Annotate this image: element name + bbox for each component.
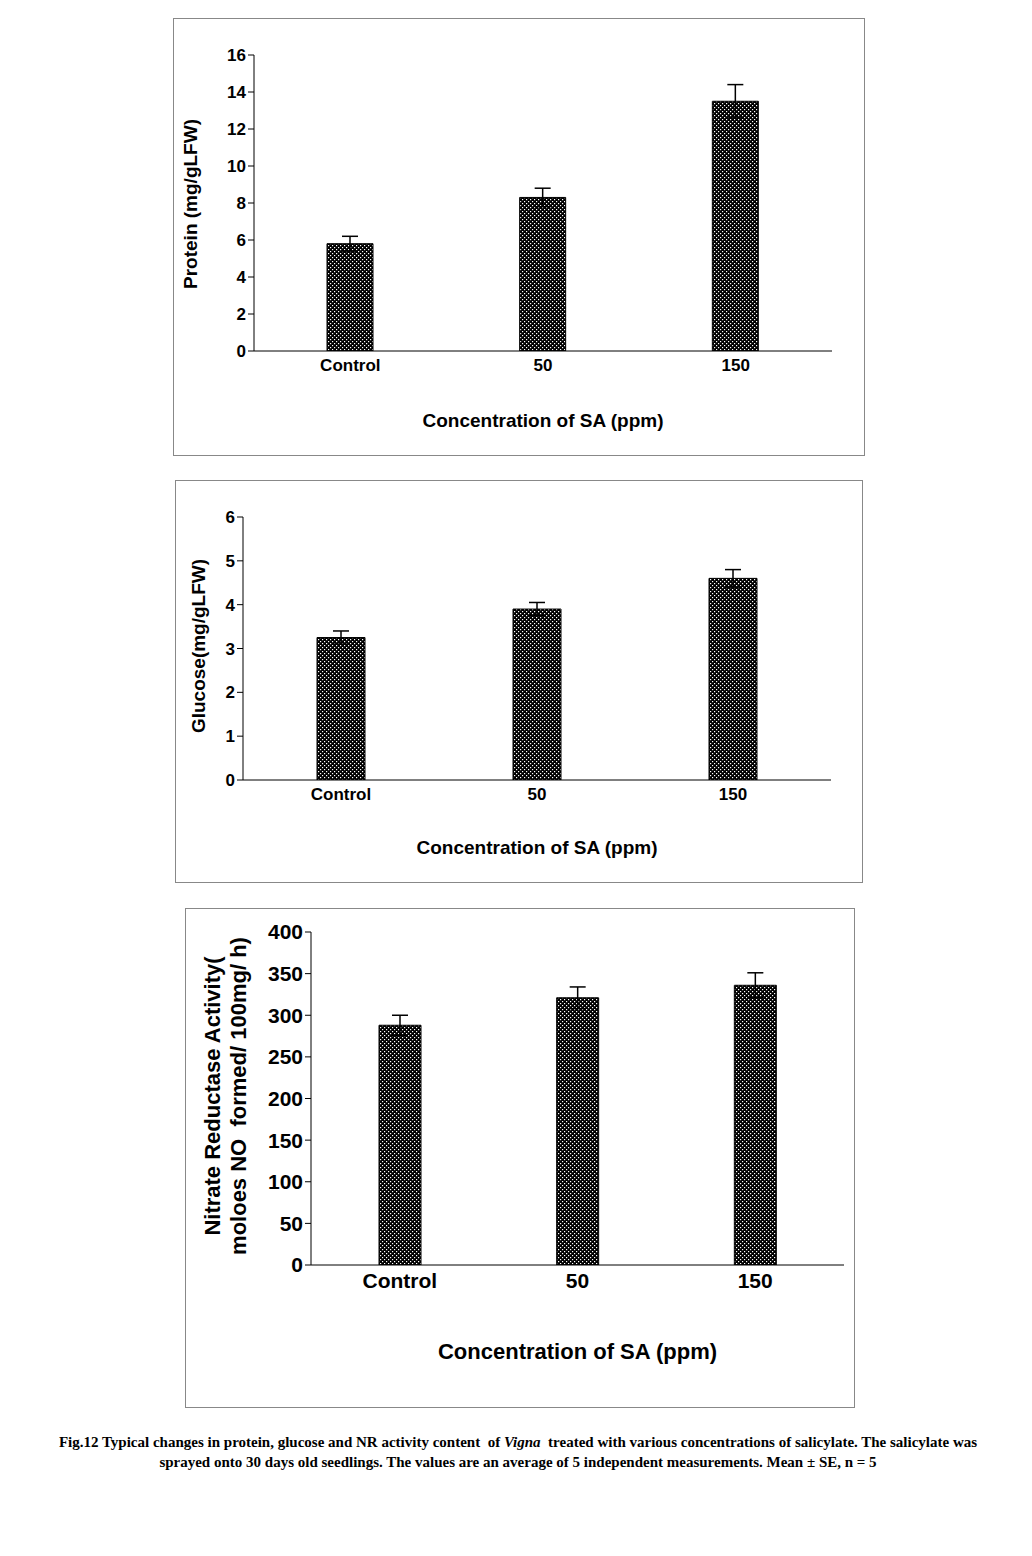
svg-text:Control: Control [320, 356, 380, 375]
html-text:moloes NO formed/ 100mg/ h): moloes NO formed/ 100mg/ h) [226, 937, 251, 1255]
svg-text:150: 150 [268, 1129, 303, 1152]
svg-text:4: 4 [237, 268, 247, 287]
svg-text:50: 50 [528, 785, 547, 804]
html-text:Protein (mg/gLFW): Protein (mg/gLFW) [179, 119, 201, 289]
svg-text:6: 6 [237, 231, 246, 250]
html-text:Glucose(mg/gLFW): Glucose(mg/gLFW) [187, 558, 209, 734]
svg-text:Control: Control [311, 785, 371, 804]
svg-text:5: 5 [226, 552, 235, 571]
svg-text:50: 50 [534, 356, 553, 375]
svg-text:Concentration of SA (ppm): Concentration of SA (ppm) [438, 1339, 717, 1364]
svg-text:4: 4 [226, 596, 236, 615]
svg-text:400: 400 [268, 920, 303, 943]
svg-text:350: 350 [268, 962, 303, 985]
svg-text:50: 50 [280, 1212, 303, 1235]
html-text:Nitrate Reductase Activity(: Nitrate Reductase Activity( [199, 956, 225, 1236]
svg-text:1: 1 [226, 727, 235, 746]
svg-text:Control: Control [363, 1269, 438, 1292]
svg-text:Concentration of SA (ppm): Concentration of SA (ppm) [423, 410, 664, 431]
svg-text:100: 100 [268, 1170, 303, 1193]
svg-text:150: 150 [719, 785, 747, 804]
svg-text:2: 2 [226, 683, 235, 702]
svg-text:6: 6 [226, 508, 235, 527]
svg-text:250: 250 [268, 1045, 303, 1068]
svg-text:50: 50 [566, 1269, 589, 1292]
svg-text:0: 0 [291, 1253, 303, 1276]
svg-text:14: 14 [227, 83, 246, 102]
svg-text:300: 300 [268, 1004, 303, 1027]
svg-text:150: 150 [721, 356, 749, 375]
svg-text:0: 0 [226, 771, 235, 790]
svg-text:200: 200 [268, 1087, 303, 1110]
svg-text:8: 8 [237, 194, 246, 213]
svg-text:150: 150 [738, 1269, 773, 1292]
html-text:Fig.12 Typical changes in prot: Fig.12 Typical changes in protein, gluco… [58, 1434, 981, 1470]
svg-text:Concentration of SA (ppm): Concentration of SA (ppm) [417, 837, 658, 858]
svg-text:2: 2 [237, 305, 246, 324]
svg-text:10: 10 [227, 157, 246, 176]
svg-text:16: 16 [227, 46, 246, 65]
svg-text:0: 0 [237, 342, 246, 361]
svg-text:12: 12 [227, 120, 246, 139]
svg-text:3: 3 [226, 640, 235, 659]
